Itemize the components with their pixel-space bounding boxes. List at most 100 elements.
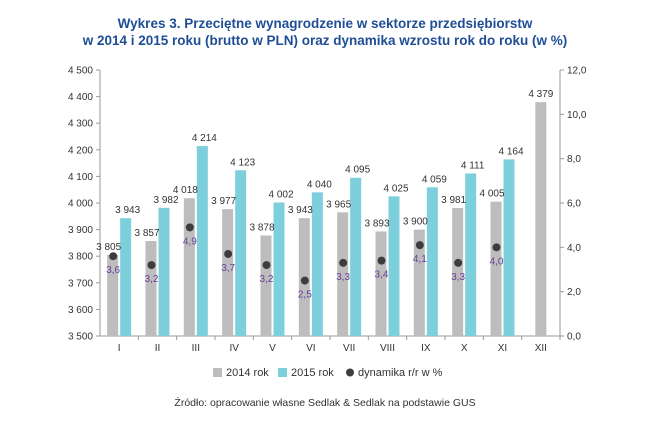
dynamics-label: 3,2: [260, 274, 274, 285]
bar-2014-label: 3 900: [403, 217, 428, 228]
y-left-tick-label: 4 000: [68, 199, 93, 210]
x-tick-label: XII: [535, 343, 547, 354]
bar-2015: [235, 170, 247, 336]
dynamics-point: [185, 223, 194, 232]
bar-2015: [196, 146, 208, 336]
dynamics-point: [454, 258, 463, 267]
chart-title-line2: w 2014 i 2015 roku (brutto w PLN) oraz d…: [82, 33, 568, 48]
y-right-tick-label: 2,0: [567, 287, 581, 298]
bar-2014: [337, 212, 349, 336]
bar-2014: [535, 102, 547, 336]
bar-2015: [311, 192, 323, 336]
legend-swatch-dynamics: [346, 368, 354, 377]
dynamics-label: 3,6: [106, 265, 120, 276]
legend-swatch-2014: [213, 368, 222, 377]
x-tick-label: II: [155, 343, 161, 354]
bar-2015-label: 4 040: [307, 179, 332, 190]
bar-2014: [222, 209, 234, 336]
y-left-tick-label: 4 500: [68, 66, 93, 77]
y-right-tick-label: 8,0: [567, 154, 581, 165]
dynamics-point: [224, 249, 233, 258]
y-right-tick-label: 4,0: [567, 243, 581, 254]
x-tick-label: I: [118, 343, 121, 354]
x-tick-label: VI: [306, 343, 315, 354]
y-left-tick-label: 3 800: [68, 252, 93, 263]
x-tick-label: X: [461, 343, 468, 354]
chart-title-line1: Wykres 3. Przeciętne wynagrodzenie w sek…: [117, 16, 533, 31]
dynamics-label: 2,5: [298, 290, 312, 301]
dynamics-point: [415, 241, 424, 250]
dynamics-point: [147, 261, 156, 270]
bar-2015: [426, 187, 438, 336]
legend-label-dynamics: dynamika r/r w %: [358, 367, 443, 379]
y-right-tick-label: 10,0: [567, 110, 587, 121]
dynamics-label: 3,2: [145, 274, 159, 285]
bar-2015-label: 4 111: [461, 160, 485, 171]
bar-2015-label: 4 123: [230, 157, 255, 168]
dynamics-point: [377, 256, 386, 265]
dynamics-label: 3,3: [451, 272, 465, 283]
bar-2014: [452, 208, 464, 336]
x-tick-label: XI: [498, 343, 507, 354]
y-left-tick-label: 3 500: [68, 332, 93, 343]
x-tick-label: III: [192, 343, 200, 354]
y-right-tick-label: 6,0: [567, 199, 581, 210]
y-right-tick-label: 0,0: [567, 332, 581, 343]
dynamics-point: [109, 252, 118, 261]
dynamics-label: 4,1: [413, 254, 427, 265]
dynamics-point: [262, 261, 271, 270]
y-left-tick-label: 4 200: [68, 145, 93, 156]
dynamics-label: 4,9: [183, 236, 197, 247]
y-left-tick-label: 4 300: [68, 119, 93, 130]
bar-2014-label: 3 965: [326, 199, 351, 210]
source-note: Źródło: opracowanie własne Sedlak & Sedl…: [174, 397, 476, 409]
bar-2014: [183, 198, 195, 336]
legend-swatch-2015: [278, 368, 287, 377]
bar-2015: [158, 207, 170, 336]
bar-2015-label: 3 943: [115, 205, 140, 216]
x-tick-label: IV: [229, 343, 239, 354]
x-tick-label: VIII: [380, 343, 395, 354]
bar-2015: [465, 173, 477, 336]
dynamics-point: [300, 276, 309, 285]
bar-2014-label: 4 005: [479, 189, 504, 200]
x-tick-label: IX: [421, 343, 431, 354]
x-tick-label: V: [269, 343, 276, 354]
bar-2014: [260, 235, 272, 336]
dynamics-point: [339, 258, 348, 267]
bar-2015: [273, 202, 285, 336]
bar-2015-label: 4 164: [498, 146, 523, 157]
bar-2014-label: 3 805: [96, 242, 121, 253]
dynamics-label: 3,7: [221, 263, 235, 274]
y-left-tick-label: 4 400: [68, 92, 93, 103]
bar-2015-label: 3 982: [153, 195, 178, 206]
bar-2015-label: 4 002: [268, 189, 293, 200]
legend-label-2015: 2015 rok: [291, 367, 334, 379]
y-left-tick-label: 3 700: [68, 278, 93, 289]
dynamics-label: 4,0: [490, 256, 504, 267]
bar-2014-label: 3 981: [441, 195, 466, 206]
bar-2014: [490, 201, 502, 336]
bar-2015: [388, 196, 400, 336]
bar-2014-label: 4 018: [173, 185, 198, 196]
dynamics-label: 3,4: [375, 270, 389, 281]
bar-2015: [350, 177, 362, 336]
bar-2015-label: 4 025: [383, 183, 408, 194]
bar-2014-label: 4 379: [528, 89, 553, 100]
bar-2014: [375, 231, 387, 336]
y-left-tick-label: 4 100: [68, 172, 93, 183]
dynamics-point: [492, 243, 501, 252]
bar-2014-label: 3 878: [249, 222, 274, 233]
bar-2015-label: 4 059: [422, 174, 447, 185]
legend-label-2014: 2014 rok: [226, 367, 269, 379]
bar-2015-label: 4 095: [345, 165, 370, 176]
bar-2014-label: 3 977: [211, 196, 236, 207]
bar-2015-label: 4 214: [192, 133, 217, 144]
bar-2014-label: 3 893: [364, 218, 389, 229]
bar-2014: [107, 254, 119, 336]
bar-2014: [145, 241, 157, 336]
bar-2014-label: 3 857: [134, 228, 159, 239]
x-tick-label: VII: [343, 343, 355, 354]
y-left-tick-label: 3 900: [68, 225, 93, 236]
